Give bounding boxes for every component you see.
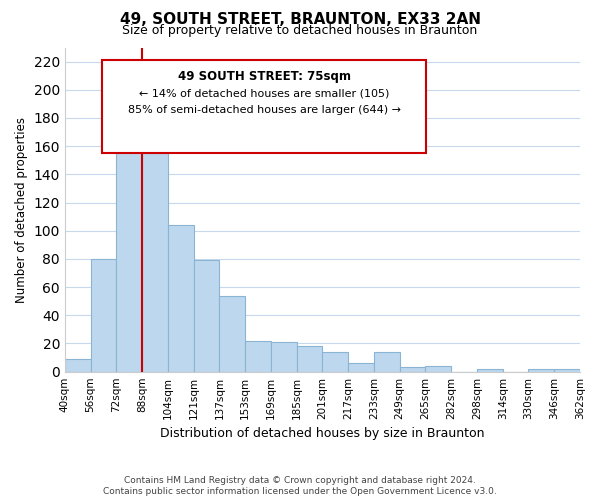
Text: Contains HM Land Registry data © Crown copyright and database right 2024.: Contains HM Land Registry data © Crown c…: [124, 476, 476, 485]
Bar: [271, 342, 297, 372]
Bar: [194, 260, 220, 372]
Y-axis label: Number of detached properties: Number of detached properties: [15, 116, 28, 302]
Bar: [91, 259, 116, 372]
Bar: [322, 352, 348, 372]
Bar: [529, 369, 554, 372]
Bar: [116, 114, 142, 372]
Bar: [348, 363, 374, 372]
Bar: [168, 225, 194, 372]
X-axis label: Distribution of detached houses by size in Braunton: Distribution of detached houses by size …: [160, 427, 485, 440]
Bar: [245, 340, 271, 372]
Bar: [554, 369, 580, 372]
Text: 49 SOUTH STREET: 75sqm: 49 SOUTH STREET: 75sqm: [178, 70, 350, 83]
Text: ← 14% of detached houses are smaller (105): ← 14% of detached houses are smaller (10…: [139, 88, 389, 99]
Bar: [477, 369, 503, 372]
Bar: [425, 366, 451, 372]
Text: 49, SOUTH STREET, BRAUNTON, EX33 2AN: 49, SOUTH STREET, BRAUNTON, EX33 2AN: [119, 12, 481, 28]
Text: 85% of semi-detached houses are larger (644) →: 85% of semi-detached houses are larger (…: [128, 105, 401, 115]
Bar: [220, 296, 245, 372]
Bar: [374, 352, 400, 372]
Bar: [65, 359, 91, 372]
Bar: [400, 368, 425, 372]
Bar: [142, 153, 168, 372]
Text: Size of property relative to detached houses in Braunton: Size of property relative to detached ho…: [122, 24, 478, 37]
Text: Contains public sector information licensed under the Open Government Licence v3: Contains public sector information licen…: [103, 487, 497, 496]
Bar: [297, 346, 322, 372]
